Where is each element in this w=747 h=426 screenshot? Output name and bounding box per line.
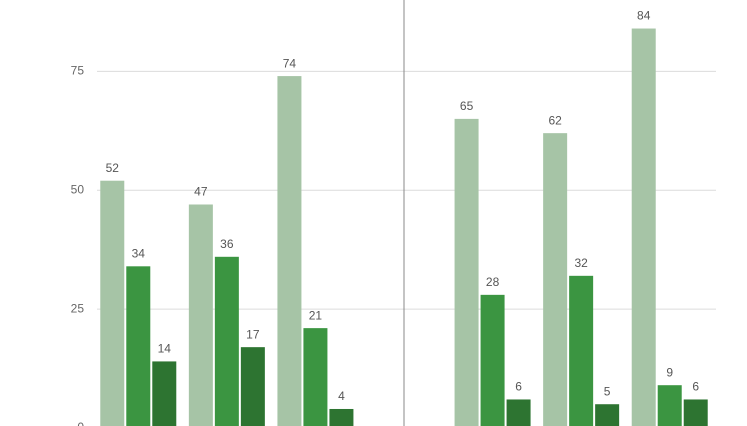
bar	[569, 275, 594, 426]
value-label: 14	[158, 342, 172, 356]
bar	[454, 118, 479, 426]
y-tick-label: 25	[71, 301, 85, 315]
bar	[188, 204, 213, 426]
y-tick-label: 50	[71, 182, 85, 196]
value-label: 36	[220, 237, 234, 251]
bar	[303, 328, 328, 426]
value-label: 74	[283, 56, 297, 70]
value-label: 5	[604, 384, 611, 398]
value-label: 28	[486, 275, 500, 289]
y-tick-label: 0	[77, 420, 84, 426]
bar	[214, 256, 239, 426]
value-label: 84	[637, 9, 651, 23]
bar	[543, 133, 568, 426]
y-tick-label: 75	[71, 64, 85, 78]
value-label: 6	[692, 380, 699, 394]
value-label: 4	[338, 389, 345, 403]
value-label: 52	[106, 161, 120, 175]
value-label: 34	[132, 246, 146, 260]
bar	[657, 385, 682, 426]
bar	[506, 399, 531, 426]
value-label: 6	[515, 380, 522, 394]
bar	[240, 347, 265, 426]
bar	[152, 361, 177, 426]
bar	[277, 76, 302, 426]
value-label: 32	[574, 256, 588, 270]
value-label: 9	[666, 365, 673, 379]
bar	[631, 28, 656, 426]
bar	[480, 294, 505, 426]
value-label: 47	[194, 185, 208, 199]
value-label: 65	[460, 99, 474, 113]
value-label: 62	[548, 113, 562, 127]
bar	[683, 399, 708, 426]
value-label: 21	[309, 308, 323, 322]
bar	[100, 180, 125, 426]
value-label: 17	[246, 327, 260, 341]
bar	[329, 408, 354, 426]
bar	[595, 404, 620, 426]
bar	[126, 266, 151, 426]
